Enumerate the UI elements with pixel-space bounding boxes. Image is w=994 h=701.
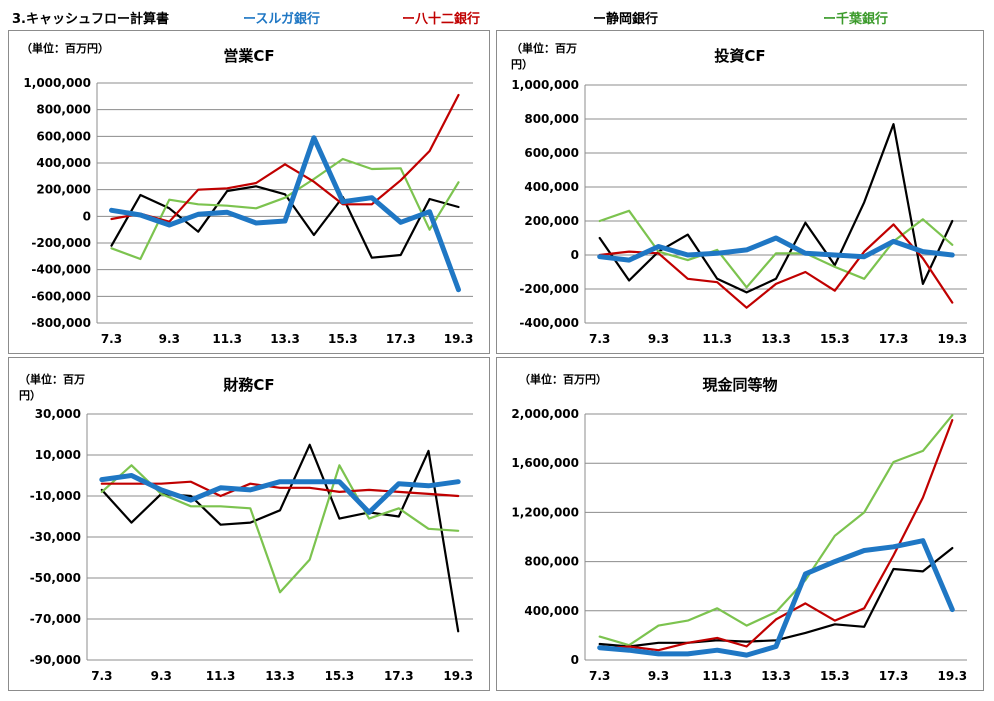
series-line-hachijuni <box>598 223 954 309</box>
x-tick-label: 15.3 <box>328 332 358 346</box>
cash-equivalents-panel: （単位：百万円） 現金同等物 2,000,000 1,600,000 1,200,0… <box>496 357 984 691</box>
y-tick-label: 200,000 <box>36 183 91 197</box>
y-tick-label: 10,000 <box>35 448 81 462</box>
x-tick-label: 11.3 <box>206 669 236 683</box>
x-tick-label: 17.3 <box>879 332 909 346</box>
x-tick-label: 15.3 <box>820 669 850 683</box>
series-line-suruga <box>597 235 955 263</box>
x-tick-label: 13.3 <box>761 332 791 346</box>
financing-cf-panel: （単位：百万円） 財務CF 30,000 10,000 -10,000 -30,000… <box>8 357 490 691</box>
x-tick-label: 17.3 <box>386 332 416 346</box>
x-tick-label: 7.3 <box>589 669 610 683</box>
x-tick-label: 11.3 <box>212 332 242 346</box>
chart-title: 財務CF <box>223 376 275 394</box>
y-tick-label: -90,000 <box>30 653 81 667</box>
x-tick-label: 17.3 <box>879 669 909 683</box>
series-line-chiba <box>110 157 460 261</box>
y-tick-label: 0 <box>83 209 91 223</box>
y-tick-label: -400,000 <box>31 263 91 277</box>
cash-equivalents-chart: 2,000,000 1,600,000 1,200,000 800,000 400,00… <box>511 407 968 683</box>
series-line-hachijuni <box>598 418 954 652</box>
operating-cf-chart: 1,000,000 800,000 600,000 400,000 200,000 0 -2… <box>23 76 474 346</box>
y-tick-label: -10,000 <box>30 489 81 503</box>
series-line-shizuoka <box>598 122 954 294</box>
chart-title: 営業CF <box>223 47 275 65</box>
y-tick-label: 600,000 <box>36 129 91 143</box>
x-tick-label: 19.3 <box>443 669 473 683</box>
legend-hachijuni: ー八十二銀行 <box>402 12 481 27</box>
x-tick-label: 15.3 <box>325 669 355 683</box>
y-tick-label: 1,000,000 <box>511 78 579 92</box>
series-line-shizuoka <box>100 443 460 633</box>
page-header: 3.キャッシュフロー計算書 ースルガ銀行 ー八十二銀行 ー静岡銀行 ー千葉銀行 <box>0 0 994 30</box>
x-tick-label: 9.3 <box>648 669 669 683</box>
unit-label: （単位：百万円） <box>19 373 85 402</box>
y-tick-label: -800,000 <box>31 316 91 330</box>
x-tick-label: 19.3 <box>938 332 968 346</box>
series-line-shizuoka <box>598 547 954 648</box>
x-tick-label: 9.3 <box>159 332 180 346</box>
x-tick-label: 19.3 <box>444 332 474 346</box>
page-title: 3.キャッシュフロー計算書 <box>12 12 169 27</box>
x-tick-label: 7.3 <box>91 669 112 683</box>
y-tick-label: 400,000 <box>524 180 579 194</box>
series-line-hachijuni <box>110 93 460 223</box>
y-tick-label: -200,000 <box>31 236 91 250</box>
financing-cf-chart: 30,000 10,000 -10,000 -30,000 -50,000 -70,000… <box>30 407 473 683</box>
legend-shizuoka: ー静岡銀行 <box>593 12 659 27</box>
x-tick-label: 13.3 <box>761 669 791 683</box>
y-tick-label: -50,000 <box>30 571 81 585</box>
y-tick-label: 1,000,000 <box>23 76 91 90</box>
x-tick-label: 15.3 <box>820 332 850 346</box>
series-line-chiba <box>598 414 954 647</box>
operating-cf-panel: （単位：百万円） 営業CF 1,000,000 800,000 600,000 400… <box>8 30 490 354</box>
y-tick-label: -70,000 <box>30 612 81 626</box>
series-line-chiba <box>100 464 460 594</box>
x-tick-label: 17.3 <box>384 669 414 683</box>
x-tick-label: 19.3 <box>938 669 968 683</box>
x-tick-label: 11.3 <box>702 332 732 346</box>
x-tick-label: 9.3 <box>151 669 172 683</box>
x-tick-label: 7.3 <box>101 332 122 346</box>
x-tick-label: 13.3 <box>265 669 295 683</box>
y-tick-label: 600,000 <box>524 146 579 160</box>
unit-label: （単位：百万円） <box>519 373 607 386</box>
series-line-suruga <box>597 538 955 658</box>
y-tick-label: -30,000 <box>30 530 81 544</box>
x-tick-label: 7.3 <box>589 332 610 346</box>
unit-label: （単位：百万円） <box>21 42 109 55</box>
series-line-shizuoka <box>110 185 460 259</box>
y-tick-label: -200,000 <box>519 282 579 296</box>
investing-cf-chart: 1,000,000 800,000 600,000 400,000 200,000 0 -2… <box>511 78 968 346</box>
y-tick-label: -600,000 <box>31 289 91 303</box>
y-tick-label: -400,000 <box>519 316 579 330</box>
y-tick-label: 200,000 <box>524 214 579 228</box>
unit-label: （単位：百万円） <box>511 42 577 71</box>
y-tick-label: 0 <box>571 248 579 262</box>
y-tick-label: 400,000 <box>524 604 579 618</box>
series-line-hachijuni <box>100 480 460 498</box>
x-tick-label: 13.3 <box>270 332 300 346</box>
y-tick-label: 1,600,000 <box>511 456 579 470</box>
legend-chiba: ー千葉銀行 <box>823 12 889 27</box>
x-tick-label: 9.3 <box>648 332 669 346</box>
chart-title: 現金同等物 <box>702 376 778 394</box>
y-tick-label: 800,000 <box>524 112 579 126</box>
y-tick-label: 800,000 <box>524 555 579 569</box>
x-tick-label: 11.3 <box>702 669 732 683</box>
y-tick-label: 400,000 <box>36 156 91 170</box>
chart-title: 投資CF <box>714 47 766 65</box>
series-line-suruga <box>109 135 461 293</box>
y-tick-label: 2,000,000 <box>511 407 579 421</box>
y-tick-label: 30,000 <box>35 407 81 421</box>
y-tick-label: 800,000 <box>36 103 91 117</box>
y-tick-label: 0 <box>571 653 579 667</box>
series-line-suruga <box>99 473 461 515</box>
investing-cf-panel: （単位：百万円） 投資CF 1,000,000 800,000 600,000 400… <box>496 30 984 354</box>
legend-suruga: ースルガ銀行 <box>243 12 320 27</box>
y-tick-label: 1,200,000 <box>511 505 579 519</box>
